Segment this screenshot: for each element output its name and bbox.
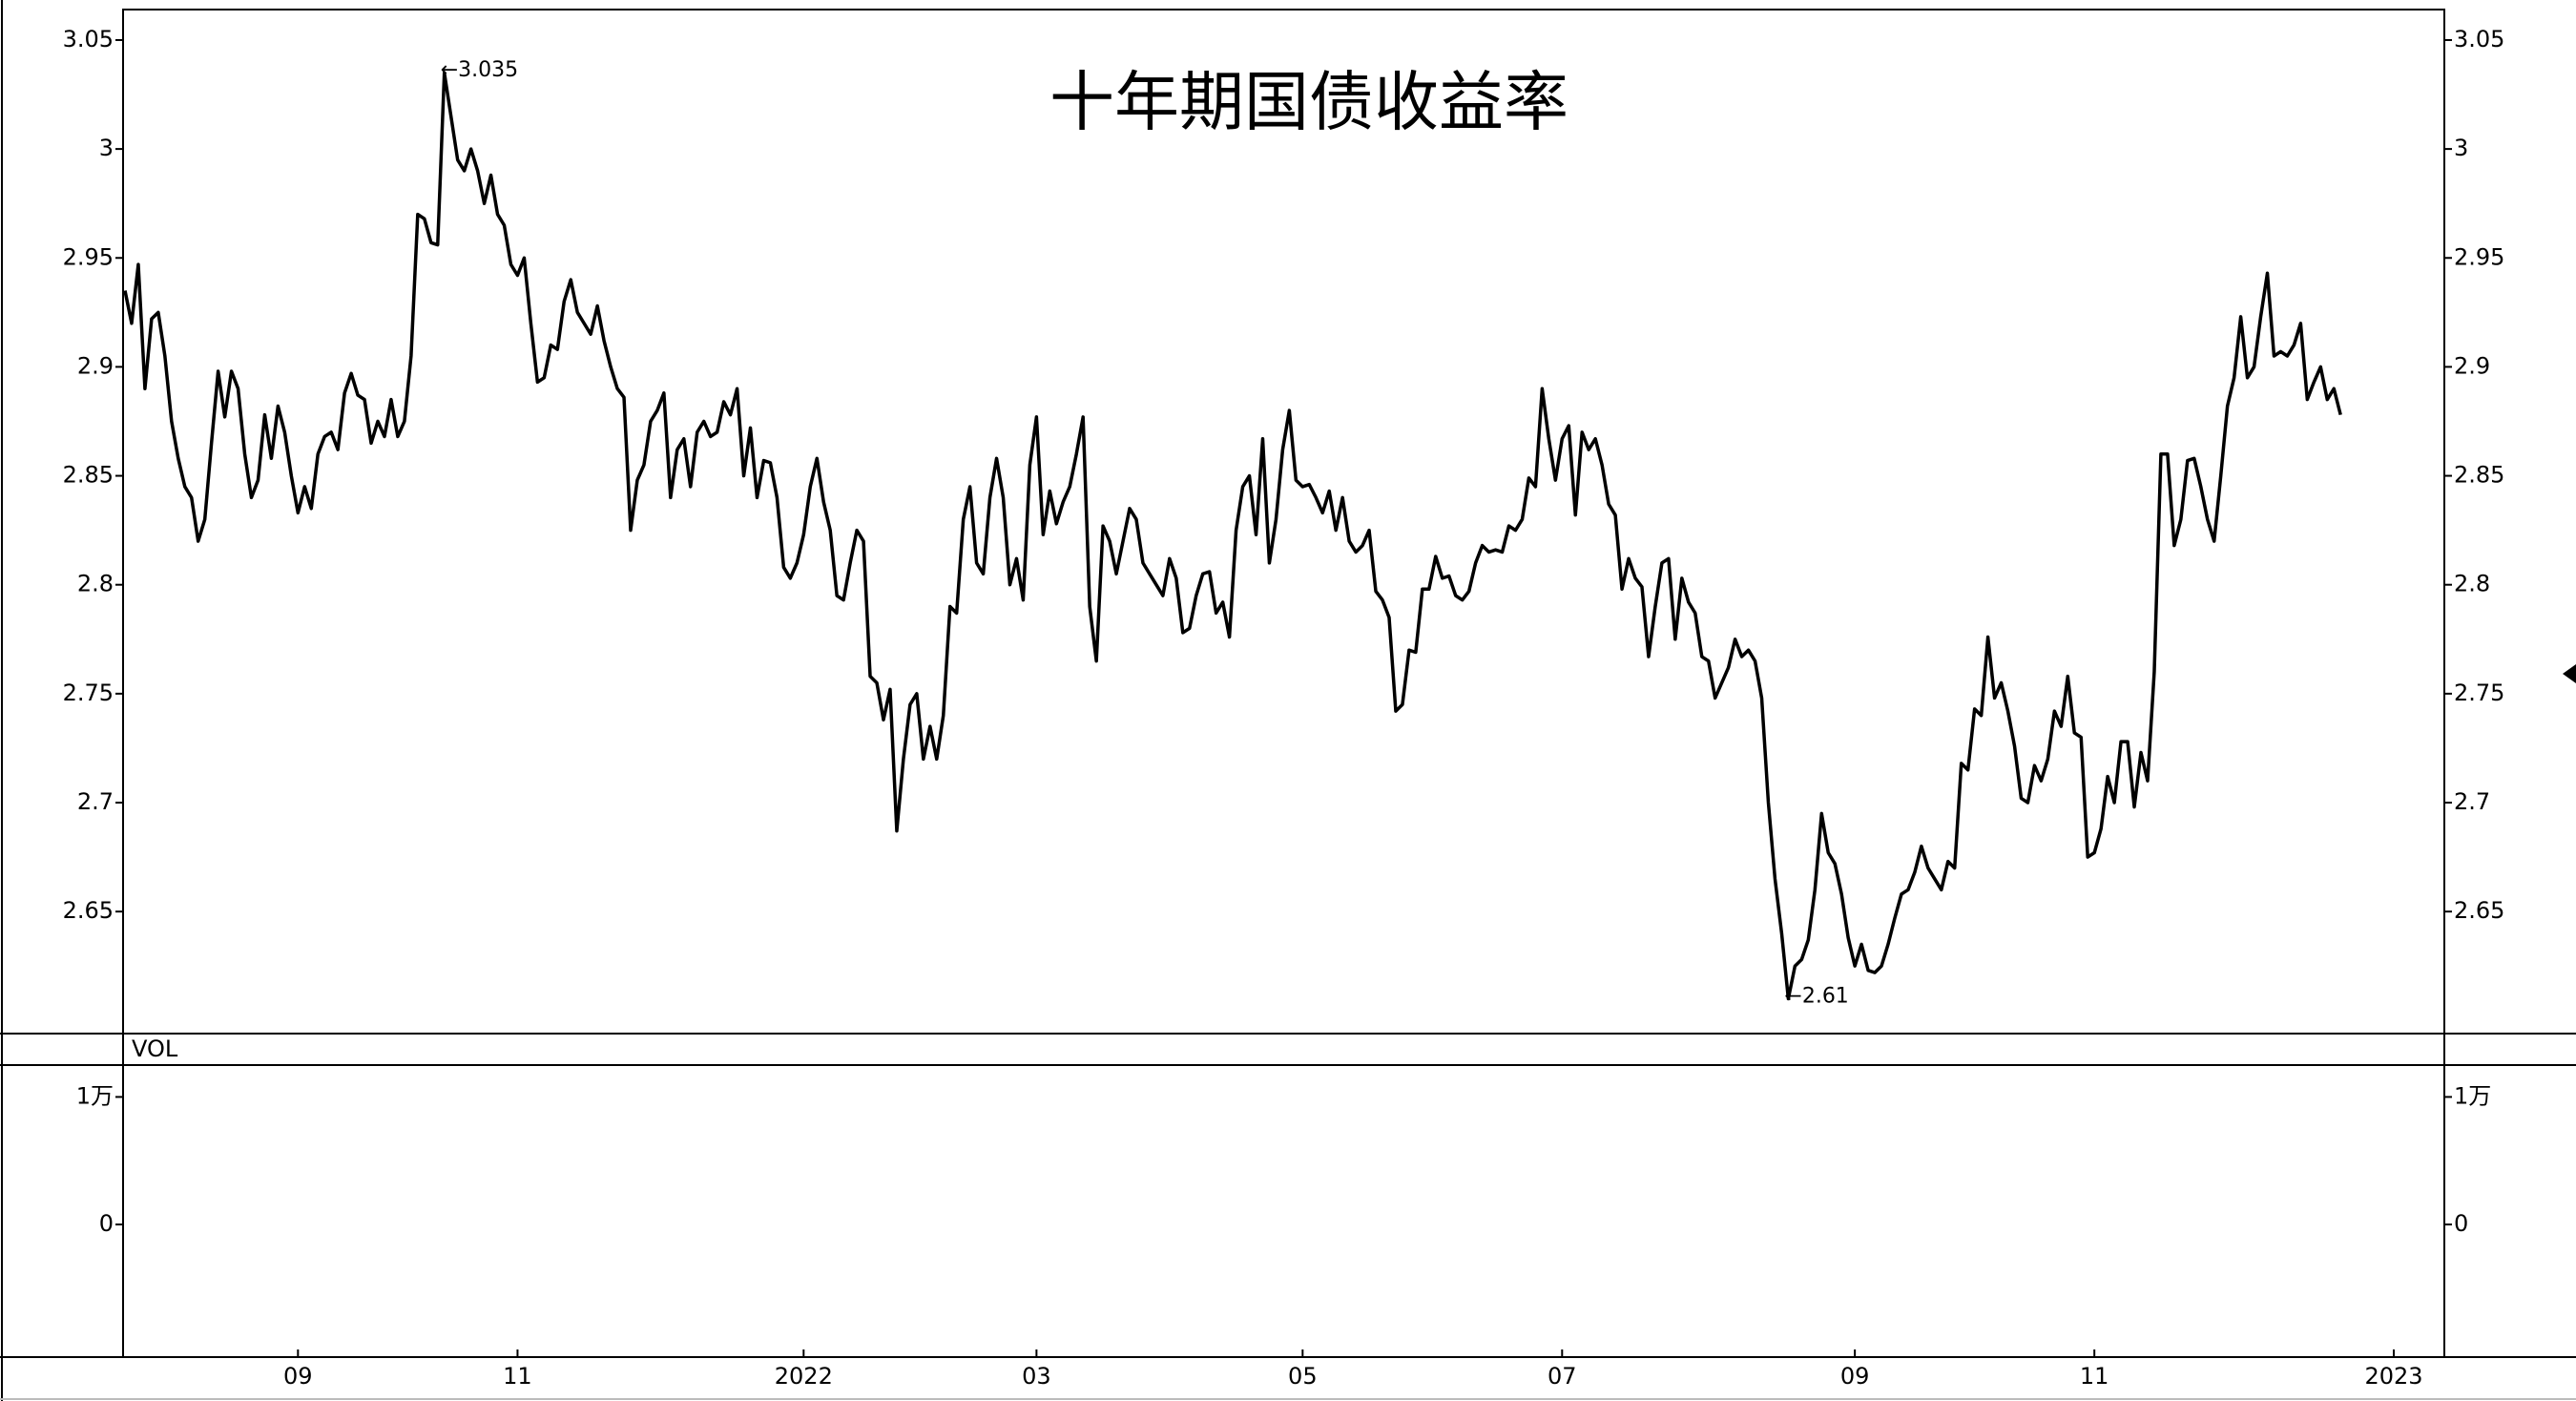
chart-title: 十年期国债收益率 xyxy=(1049,66,1568,141)
scroll-marker xyxy=(2563,664,2576,683)
y-tick-label: 1万 xyxy=(76,1082,114,1109)
y2-tick-label: 2.7 xyxy=(2454,788,2490,815)
y-tick-label: 0 xyxy=(99,1210,114,1237)
x-tick-label: 07 xyxy=(1548,1363,1577,1390)
y2-tick-label: 0 xyxy=(2454,1210,2468,1237)
y-tick-label: 2.9 xyxy=(77,352,114,379)
volume-label: VOL xyxy=(132,1035,178,1062)
y-tick-label: 3 xyxy=(99,135,114,161)
y2-tick-label: 2.8 xyxy=(2454,571,2490,597)
y2-tick-label: 2.75 xyxy=(2454,680,2504,706)
yield-line xyxy=(123,71,2342,1001)
x-tick-label: 11 xyxy=(503,1363,532,1390)
y2-tick-label: 3.05 xyxy=(2454,26,2504,52)
x-tick-label: 05 xyxy=(1288,1363,1318,1390)
y2-tick-label: 3 xyxy=(2454,135,2468,161)
y-tick-label: 2.75 xyxy=(63,680,114,706)
y-tick-label: 2.65 xyxy=(63,897,114,924)
y2-tick-label: 2.85 xyxy=(2454,462,2504,489)
x-tick-label: 09 xyxy=(283,1363,313,1390)
extreme-annotation: ←2.61 xyxy=(1784,984,1848,1008)
x-tick-label: 2023 xyxy=(2364,1363,2422,1390)
y2-tick-label: 2.95 xyxy=(2454,243,2504,270)
y-tick-label: 2.7 xyxy=(77,788,114,815)
y2-tick-label: 2.65 xyxy=(2454,897,2504,924)
x-tick-label: 11 xyxy=(2080,1363,2109,1390)
x-tick-label: 03 xyxy=(1022,1363,1051,1390)
y2-tick-label: 2.9 xyxy=(2454,352,2490,379)
y-tick-label: 2.95 xyxy=(63,243,114,270)
x-tick-label: 2022 xyxy=(775,1363,833,1390)
x-tick-label: 09 xyxy=(1840,1363,1870,1390)
y-tick-label: 2.8 xyxy=(77,571,114,597)
y2-tick-label: 1万 xyxy=(2454,1082,2491,1109)
extreme-annotation: ←3.035 xyxy=(441,58,518,82)
y-tick-label: 3.05 xyxy=(63,26,114,52)
y-tick-label: 2.85 xyxy=(63,462,114,489)
